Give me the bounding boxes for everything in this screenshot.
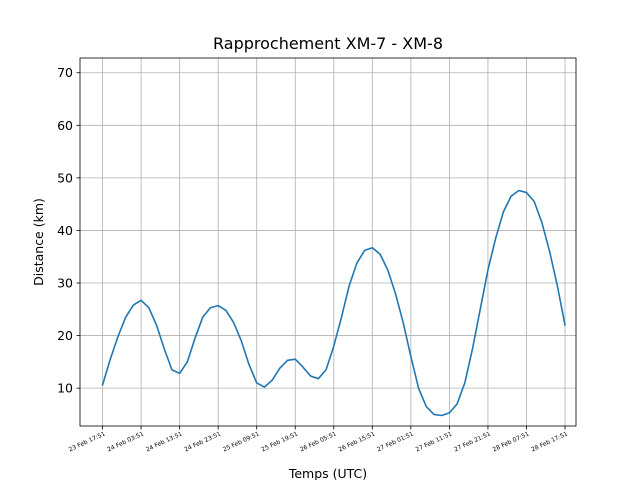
x-tick-label: 27 Feb 11:51 <box>415 430 454 453</box>
chart-title: Rapprochement XM-7 - XM-8 <box>213 34 443 53</box>
y-tick-label: 70 <box>57 65 73 80</box>
x-tick-label: 27 Feb 21:51 <box>453 430 492 453</box>
x-tick-label: 28 Feb 17:51 <box>530 430 569 453</box>
x-tick-label: 26 Feb 05:51 <box>299 430 338 453</box>
grid <box>80 58 576 426</box>
x-tick-label: 25 Feb 09:51 <box>222 430 261 453</box>
y-tick-label: 50 <box>57 170 73 185</box>
x-tick-label: 25 Feb 19:51 <box>260 430 299 453</box>
y-tick-label: 30 <box>57 276 73 291</box>
y-axis-ticks: 10 20 30 40 50 60 70 <box>57 65 80 396</box>
distance-series-line <box>101 189 566 417</box>
y-axis-label: Distance (km) <box>31 198 46 286</box>
x-tick-label: 26 Feb 15:51 <box>338 430 377 453</box>
plot-lines <box>101 189 566 417</box>
plot-frame <box>79 57 577 427</box>
x-tick-label: 24 Feb 03:51 <box>106 430 145 453</box>
x-tick-label: 24 Feb 13:51 <box>145 430 184 453</box>
x-axis-label: Temps (UTC) <box>288 466 367 480</box>
x-tick-label: 24 Feb 23:51 <box>183 430 222 453</box>
y-tick-label: 10 <box>57 381 73 396</box>
y-tick-label: 60 <box>57 118 73 133</box>
y-tick-label: 40 <box>57 223 73 238</box>
x-axis-ticks: 23 Feb 17:51 24 Feb 03:51 24 Feb 13:51 24 F… <box>68 426 569 453</box>
x-tick-label: 28 Feb 07:51 <box>492 430 531 453</box>
x-tick-label: 27 Feb 01:51 <box>376 430 415 453</box>
y-tick-label: 20 <box>57 328 73 343</box>
x-tick-label: 23 Feb 17:51 <box>68 430 107 453</box>
